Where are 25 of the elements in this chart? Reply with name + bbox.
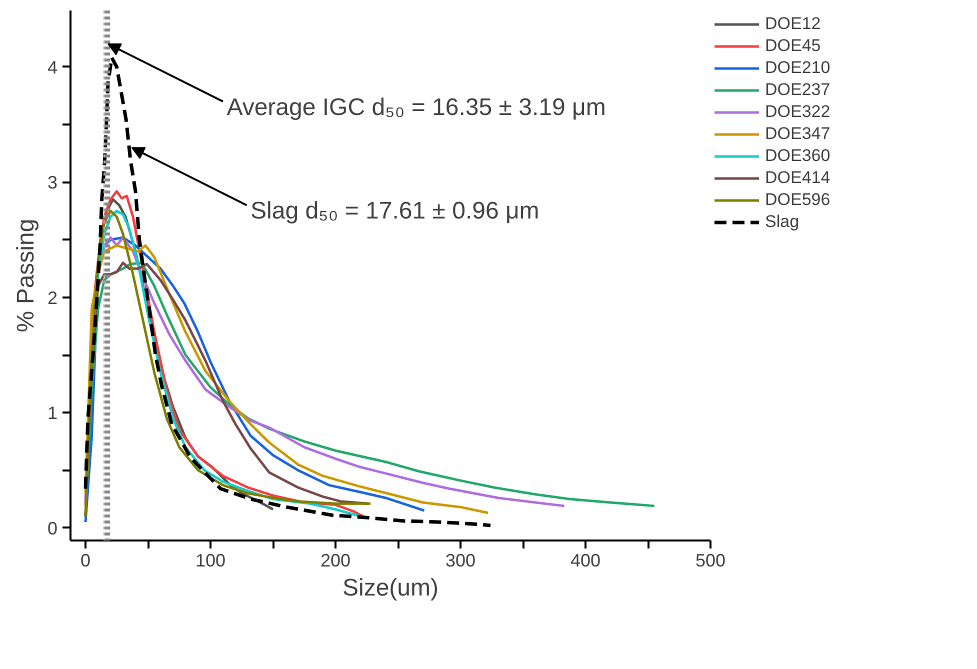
legend-label: DOE210 xyxy=(765,58,830,78)
legend-label: DOE237 xyxy=(765,80,830,100)
legend-label: DOE322 xyxy=(765,102,830,122)
y-tick-label: 3 xyxy=(47,172,58,193)
legend-label: DOE596 xyxy=(765,190,830,210)
legend-label: DOE360 xyxy=(765,146,830,166)
y-tick-label: 2 xyxy=(47,288,58,308)
y-tick-label: 0 xyxy=(47,518,58,538)
y-tick-label: 4 xyxy=(47,57,58,78)
legend-label: DOE347 xyxy=(765,124,830,144)
x-tick-label: 400 xyxy=(570,550,601,570)
legend-label: DOE12 xyxy=(765,14,821,34)
x-tick-label: 300 xyxy=(445,550,476,570)
x-tick-label: 0 xyxy=(80,550,91,570)
legend-label: Slag xyxy=(765,212,800,232)
x-tick-label: 200 xyxy=(320,550,351,570)
y-tick-label: 1 xyxy=(47,403,58,424)
x-tick-label: 500 xyxy=(695,550,726,570)
x-axis-title: Size(um) xyxy=(342,574,439,602)
x-tick-label: 100 xyxy=(195,550,226,570)
legend-label: DOE414 xyxy=(765,168,830,188)
y-axis-title: % Passing xyxy=(12,218,40,332)
legend-label: DOE45 xyxy=(765,36,821,56)
annotation: Slag d₅₀ = 17.61 ± 0.96 μm xyxy=(250,197,540,224)
annotation: Average IGC d₅₀ = 16.35 ± 3.19 μm xyxy=(226,94,606,121)
